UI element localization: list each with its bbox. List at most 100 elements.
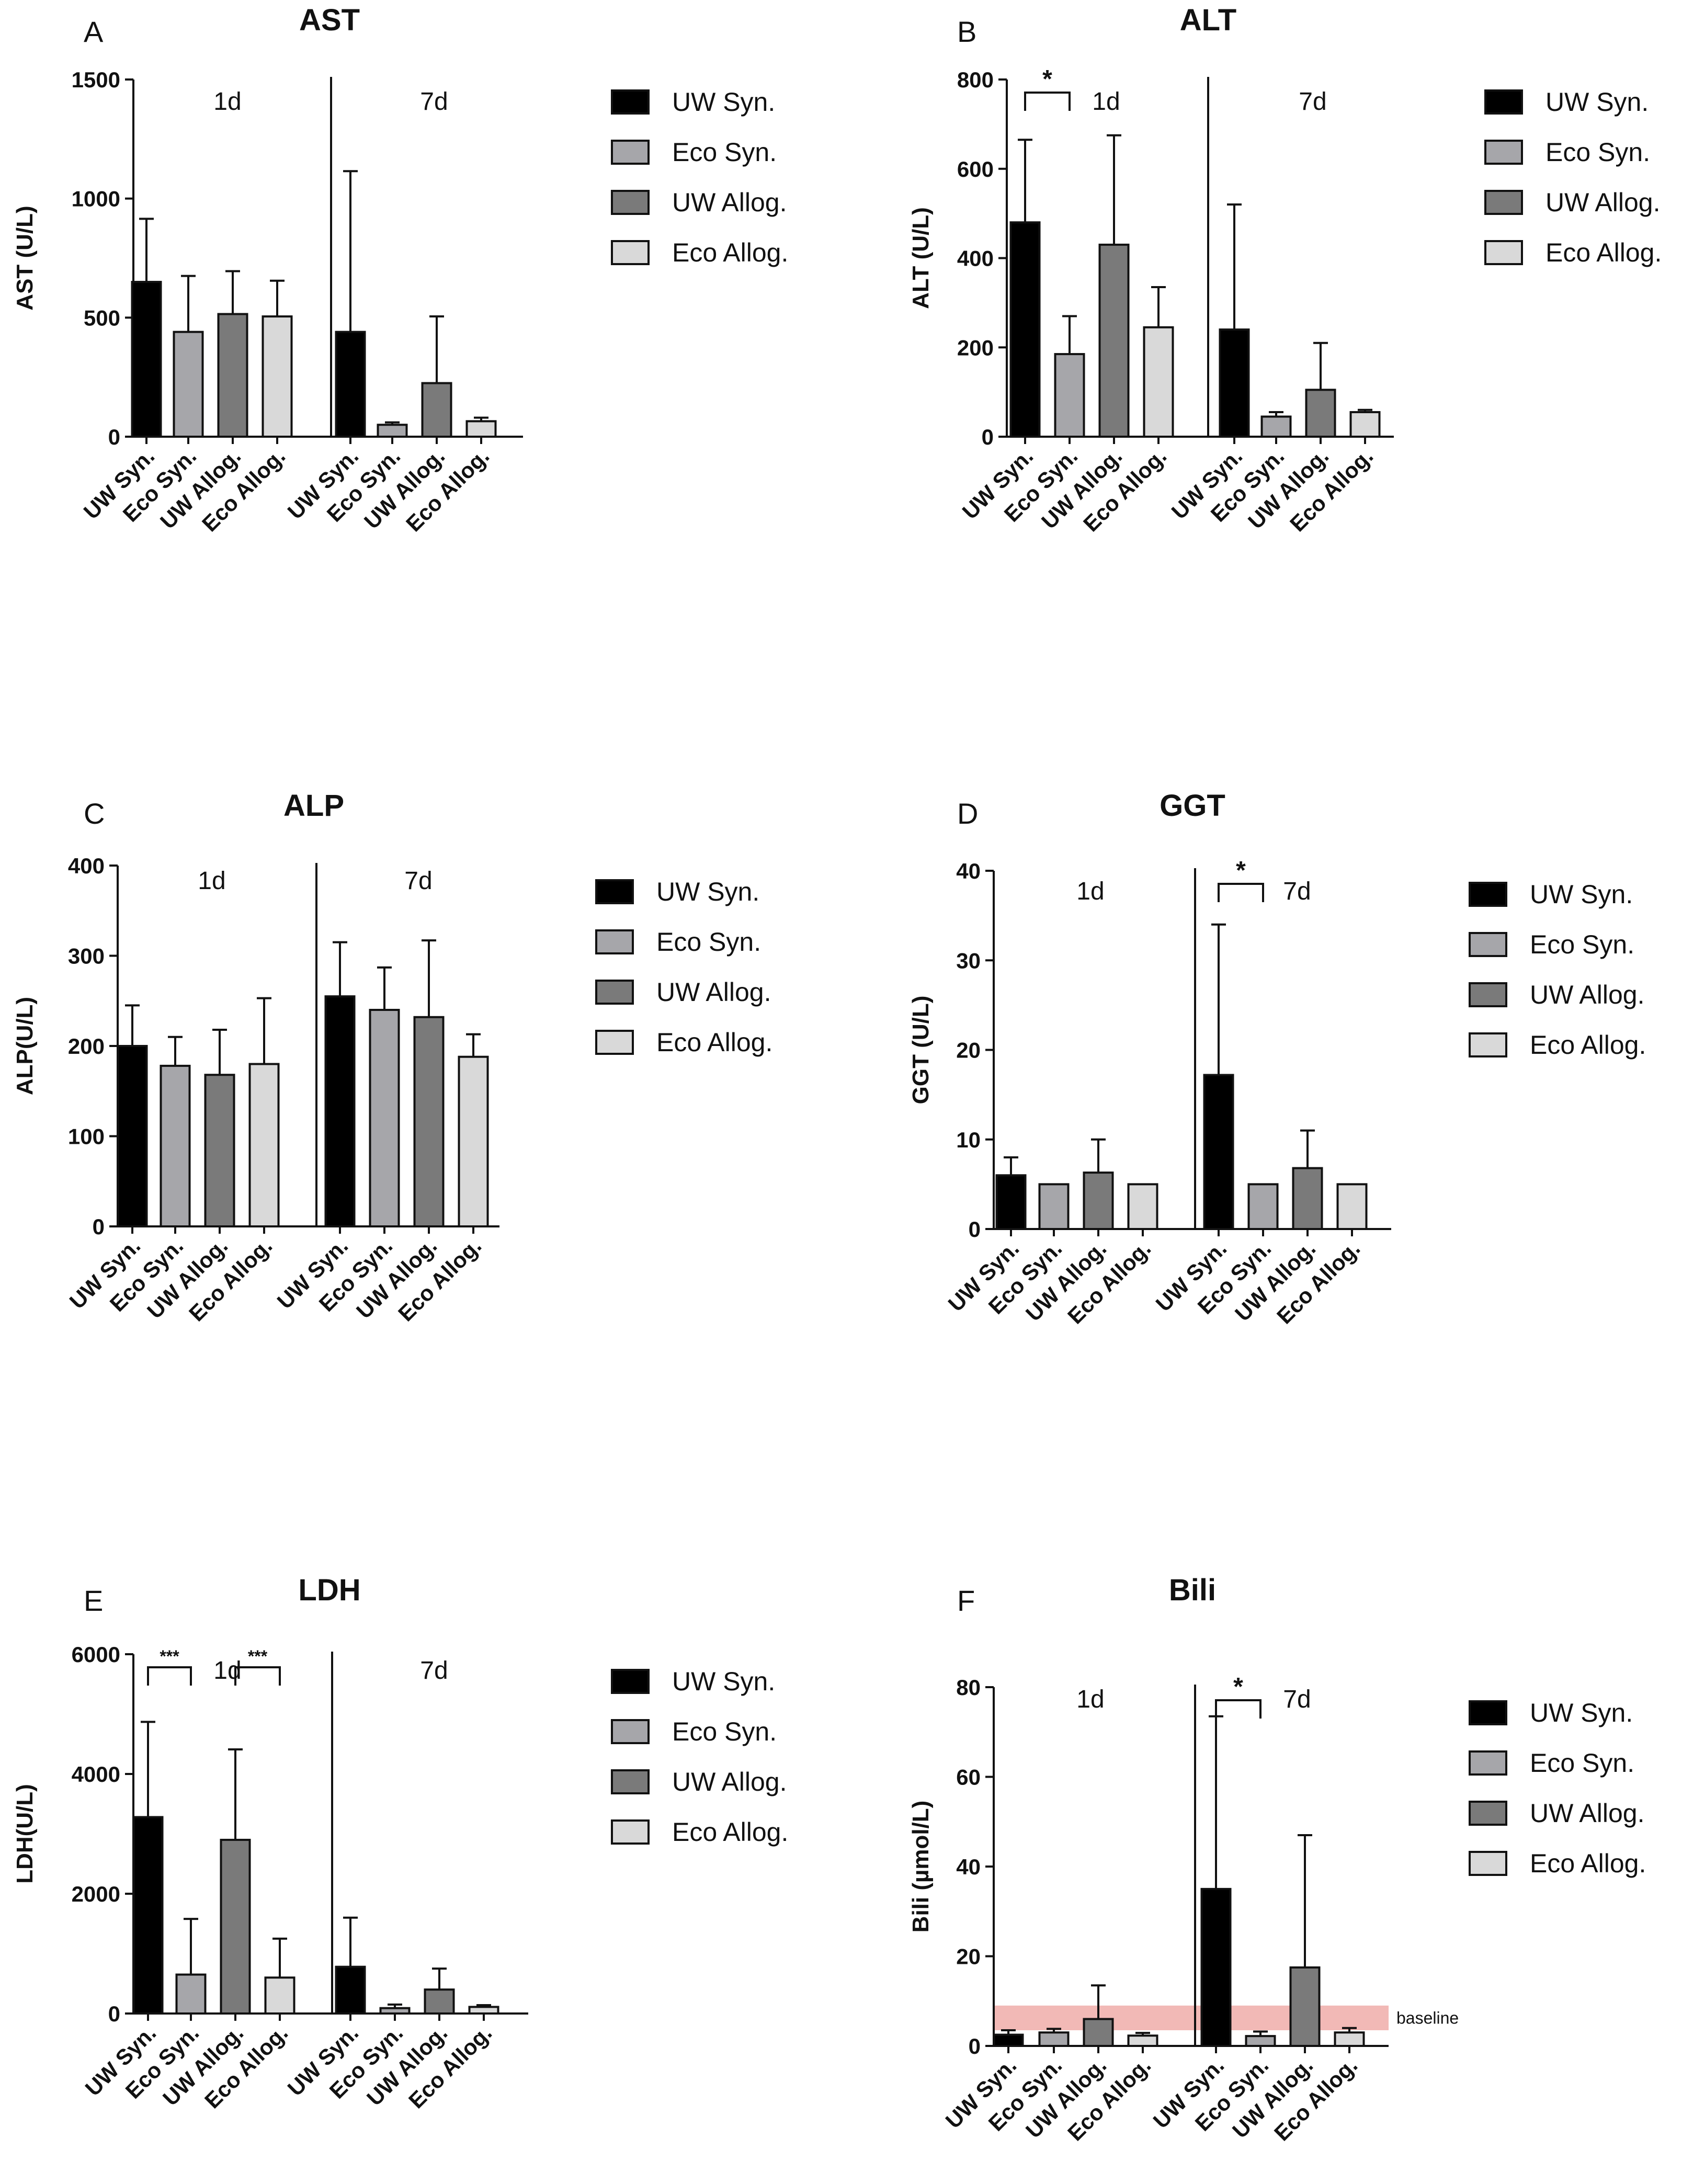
legend-label-eco-allog: Eco Allog. xyxy=(1530,1030,1646,1060)
chart-title: ALT xyxy=(1180,3,1236,37)
bar-1d-uw-syn xyxy=(995,1174,1027,1230)
y-tick-label: 20 xyxy=(956,1038,981,1063)
group-label-1d: 1d xyxy=(198,867,225,895)
y-tick-label: 6000 xyxy=(72,1642,120,1667)
legend-label-eco-allog: Eco Allog. xyxy=(1530,1849,1646,1878)
bar-1d-uw-allog xyxy=(220,1838,251,2015)
bar-7d-uw-allog xyxy=(421,382,452,438)
legend-label-uw-syn: UW Syn. xyxy=(1545,87,1649,117)
bar-1d-uw-allog xyxy=(217,313,248,438)
bar-7d-uw-allog xyxy=(413,1016,445,1228)
bar-1d-uw-syn xyxy=(131,281,162,438)
y-axis-label: ALP(U/L) xyxy=(12,997,38,1095)
y-tick-label: 800 xyxy=(957,67,994,92)
bar-7d-uw-allog xyxy=(1305,389,1336,438)
bar-1d-eco-allog xyxy=(262,315,293,438)
panel-alp: C ALP 0 100 200 300 400 ALP(U/L) 1d UW Syn. Eco Sy… xyxy=(12,789,772,1326)
bar-7d-uw-allog xyxy=(1292,1167,1323,1231)
panel-letter: B xyxy=(957,15,976,48)
y-tick-label: 30 xyxy=(956,948,981,973)
bar-1d-uw-syn xyxy=(1009,221,1041,438)
bar-7d-eco-allog xyxy=(1349,411,1381,438)
bar-1d-eco-syn xyxy=(1038,1183,1070,1230)
y-tick-label: 1500 xyxy=(72,67,120,92)
legend-label-eco-allog: Eco Allog. xyxy=(672,238,788,267)
legend-label-eco-syn: Eco Syn. xyxy=(1545,138,1650,167)
legend-swatch-eco-syn xyxy=(611,140,650,165)
y-axis-label: LDH(U/L) xyxy=(12,1784,38,1884)
y-axis-label: AST (U/L) xyxy=(12,206,38,310)
legend-swatch-eco-allog xyxy=(611,240,650,265)
legend-swatch-uw-allog xyxy=(611,1769,650,1794)
legend-swatch-uw-allog xyxy=(611,190,650,215)
legend-label-eco-allog: Eco Allog. xyxy=(1545,238,1662,267)
legend-swatch-uw-syn xyxy=(611,89,650,115)
significance-marker: *** xyxy=(248,1647,268,1666)
y-tick-label: 40 xyxy=(956,1855,981,1879)
group-label-7d: 7d xyxy=(1283,878,1311,905)
legend-swatch-eco-syn xyxy=(1484,140,1523,165)
group-label-1d: 1d xyxy=(213,88,241,116)
y-tick-label: 2000 xyxy=(72,1882,120,1906)
legend-swatch-uw-allog xyxy=(1484,190,1523,215)
bar-1d-eco-allog xyxy=(1143,326,1174,438)
bar-1d-uw-syn xyxy=(993,2033,1024,2047)
legend-swatch-uw-allog xyxy=(1469,982,1507,1007)
significance-bracket xyxy=(1215,1699,1262,1719)
group-label-7d: 7d xyxy=(420,1657,448,1685)
y-tick-label: 0 xyxy=(108,2001,120,2026)
legend-swatch-eco-syn xyxy=(611,1719,650,1744)
bar-7d-uw-syn xyxy=(324,995,356,1227)
bar-7d-eco-allog xyxy=(468,2006,499,2015)
y-tick-label: 400 xyxy=(957,246,994,271)
bar-1d-eco-syn xyxy=(173,331,204,438)
baseline-label: baseline xyxy=(1396,2008,1459,2027)
group-label-1d: 1d xyxy=(213,1657,241,1685)
bar-7d-eco-syn xyxy=(1245,2035,1276,2048)
chart-title: Bili xyxy=(1169,1573,1216,1607)
legend-label-uw-syn: UW Syn. xyxy=(1530,880,1633,909)
bar-7d-uw-syn xyxy=(335,1965,366,2015)
legend-swatch-eco-allog xyxy=(1469,1032,1507,1057)
y-tick-label: 10 xyxy=(956,1128,981,1152)
chart-title: AST xyxy=(299,3,360,37)
panel-alt: B ALT 0 200 400 600 800 ALT (U/L) 1d UW Syn. Eco S… xyxy=(908,3,1662,536)
legend-label-uw-allog: UW Allog. xyxy=(1545,188,1661,217)
group-label-7d: 7d xyxy=(1283,1686,1311,1713)
y-tick-label: 100 xyxy=(68,1124,105,1149)
y-axis-label: GGT (U/L) xyxy=(908,996,934,1105)
y-tick-label: 200 xyxy=(68,1034,105,1059)
bar-7d-eco-syn xyxy=(379,2007,411,2015)
y-tick-label: 600 xyxy=(957,157,994,181)
legend-swatch-eco-allog xyxy=(1469,1851,1507,1876)
bar-7d-eco-allog xyxy=(458,1055,489,1227)
chart-title: LDH xyxy=(298,1573,360,1607)
legend-label-eco-syn: Eco Syn. xyxy=(1530,930,1634,959)
legend-swatch-eco-syn xyxy=(1469,932,1507,957)
y-tick-label: 300 xyxy=(68,944,105,969)
legend-label-uw-allog: UW Allog. xyxy=(1530,980,1645,1009)
significance-marker: * xyxy=(1236,857,1246,884)
bar-7d-eco-allog xyxy=(465,420,497,438)
bar-7d-uw-allog xyxy=(424,1988,455,2015)
legend-label-uw-syn: UW Syn. xyxy=(656,877,759,906)
significance-bracket xyxy=(1218,883,1264,902)
y-tick-label: 80 xyxy=(956,1675,981,1700)
y-tick-label: 0 xyxy=(108,425,120,449)
bar-1d-eco-syn xyxy=(1038,2031,1070,2047)
legend-label-uw-allog: UW Allog. xyxy=(672,188,787,217)
legend-swatch-uw-allog xyxy=(1469,1801,1507,1826)
bar-1d-eco-allog xyxy=(1127,2034,1158,2048)
bar-1d-eco-syn xyxy=(160,1064,191,1227)
bar-1d-uw-syn xyxy=(117,1045,148,1227)
bar-1d-uw-allog xyxy=(1083,1171,1114,1231)
significance-marker: * xyxy=(1042,65,1052,93)
y-tick-label: 200 xyxy=(957,335,994,360)
group-label-7d: 7d xyxy=(1299,88,1326,116)
panel-letter: E xyxy=(84,1584,103,1617)
significance-bracket xyxy=(147,1666,192,1686)
bar-7d-uw-syn xyxy=(1203,1074,1234,1230)
bar-1d-eco-allog xyxy=(264,1976,296,2015)
legend-swatch-eco-allog xyxy=(595,1030,634,1055)
